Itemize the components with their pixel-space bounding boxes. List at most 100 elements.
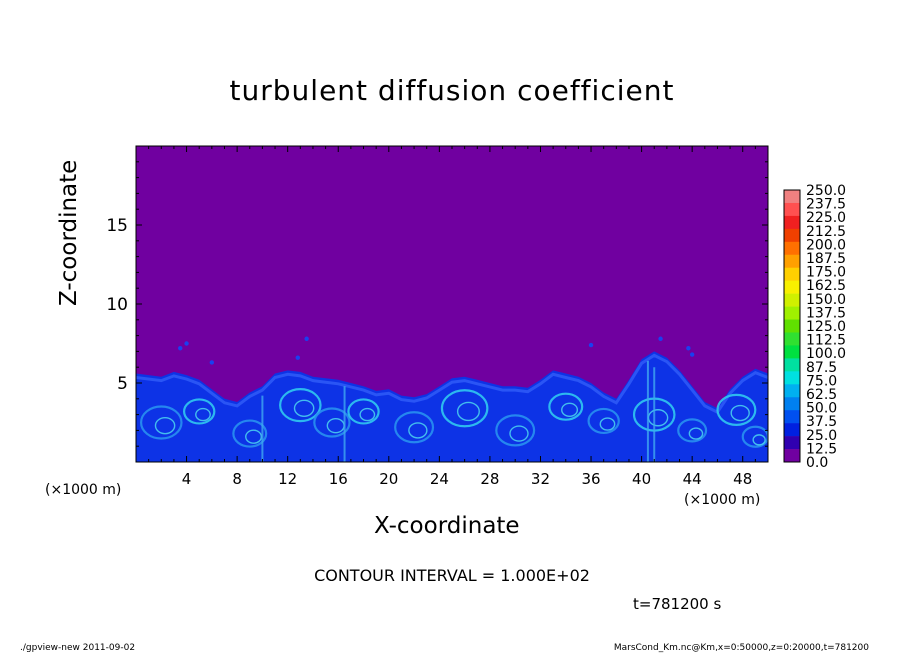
x-tick-label: 36 [581,470,600,488]
turbulence-blob [184,341,189,346]
eddy-core [456,401,480,422]
turbulence-field [136,336,768,462]
colorbar-label: 200.0 [806,237,846,253]
eddy-core [509,425,529,442]
eddy-swirl [347,398,380,425]
x-tick-label: 44 [683,470,702,488]
x-tick-label: 32 [531,470,550,488]
colorbar-label: 162.5 [806,278,846,294]
turbulence-blob [178,346,183,351]
colorbar-swatch [784,306,800,320]
turbulence-blob [588,342,594,348]
colorbar-swatch [784,228,800,243]
eddy-swirl [182,398,216,425]
y-tick-label: 5 [117,374,128,394]
colorbar-swatch [784,241,800,256]
colorbar-swatch [784,410,800,424]
eddy-swirl [313,407,351,438]
x-tick-label: 12 [278,470,297,488]
colorbar-label: 50.0 [806,401,837,417]
time-label: t=781200 s [633,595,722,613]
x-tick-label: 20 [379,470,398,488]
turbulence-blob [304,336,309,341]
colorbar-label: 100.0 [806,346,846,362]
y-tick-label: 10 [106,295,128,315]
turbulence-blob [658,336,663,341]
x-tick-label: 40 [632,470,651,488]
eddy-core [599,417,616,431]
colorbar-label: 225.0 [806,210,846,226]
eddy-swirl [548,392,584,421]
colorbar-frame [783,189,801,463]
colorbar-label: 237.5 [806,197,846,213]
turbulence-blob [209,360,215,365]
colorbar-swatch [784,190,800,204]
colorbar-swatch [784,345,800,359]
colorbar: 250.0237.5225.0212.5200.0187.5175.0162.5… [783,183,846,471]
colorbar-swatch [784,436,800,450]
colorbar-swatch [784,358,800,372]
eddy-swirl [232,419,268,448]
colorbar-swatch [784,215,800,230]
colorbar-label: 250.0 [806,183,846,199]
colorbar-label: 75.0 [806,373,837,389]
boundary-layer-region [136,351,768,462]
contour-interval: CONTOUR INTERVAL = 1.000E+02 [314,566,590,585]
colorbar-swatch [784,254,800,269]
colorbar-label: 137.5 [806,305,846,321]
colorbar-label: 0.0 [806,455,828,471]
x-tick-label: 24 [430,470,449,488]
colorbar-swatch [784,293,800,307]
eddy-swirl [139,405,183,440]
colorbar-label: 150.0 [806,292,846,308]
eddy-core [293,399,315,417]
colorbar-label: 25.0 [806,428,837,444]
colorbar-label: 125.0 [806,319,846,335]
x-tick-label: 4 [182,470,192,488]
y-tick-label: 15 [106,216,128,236]
colorbar-swatch [784,384,800,398]
eddy-swirl [279,388,322,423]
chart-title: turbulent diffusion coefficient [229,74,675,107]
eddy-core [245,429,263,444]
eddy-core [359,407,376,422]
colorbar-label: 112.5 [806,333,846,349]
eddy-core [154,416,176,435]
eddy-core [752,434,766,446]
eddy-core [408,422,428,439]
turbulence-blob [689,352,695,357]
colorbar-label: 37.5 [806,414,837,430]
eddy-swirl [495,414,536,447]
eddy-swirl [587,407,620,435]
x-tick-label: 8 [232,470,242,488]
x-axis-scale-label: (×1000 m) [684,492,761,508]
x-axis-label: X-coordinate [374,513,520,539]
x-axis-ticks: 4 8 12 16 20 24 28 32 36 40 44 48 [148,146,756,488]
colorbar-label: 87.5 [806,360,837,376]
eddy-core [688,427,704,440]
turbulence-blob [686,346,691,351]
eddy-core [561,402,579,418]
y-axis-label: Z-coordinate [56,159,82,306]
eddy-swirl [716,393,757,426]
y-axis-scale-label: (×1000 m) [45,482,122,498]
colorbar-label: 62.5 [806,387,837,403]
x-tick-label: 48 [733,470,752,488]
colorbar-swatch [784,267,800,281]
eddy-swirl [677,418,708,443]
colorbar-label: 212.5 [806,224,846,240]
colorbar-swatch [784,280,800,294]
colorbar-label: 175.0 [806,265,846,281]
colorbar-label: 187.5 [806,251,846,267]
footer-right: MarsCond_Km.nc@Km,x=0:50000,z=0:20000,t=… [613,643,869,653]
boundary-layer-edge [136,353,768,415]
colorbar-swatch [784,319,800,333]
turbulence-blob [295,355,300,360]
colorbar-swatch [784,332,800,346]
colorbar-swatch [784,449,800,463]
colorbar-label: 12.5 [806,441,837,457]
colorbar-swatch [784,371,800,385]
colorbar-swatch [784,202,800,217]
y-axis-ticks: 5 10 15 [106,161,768,447]
